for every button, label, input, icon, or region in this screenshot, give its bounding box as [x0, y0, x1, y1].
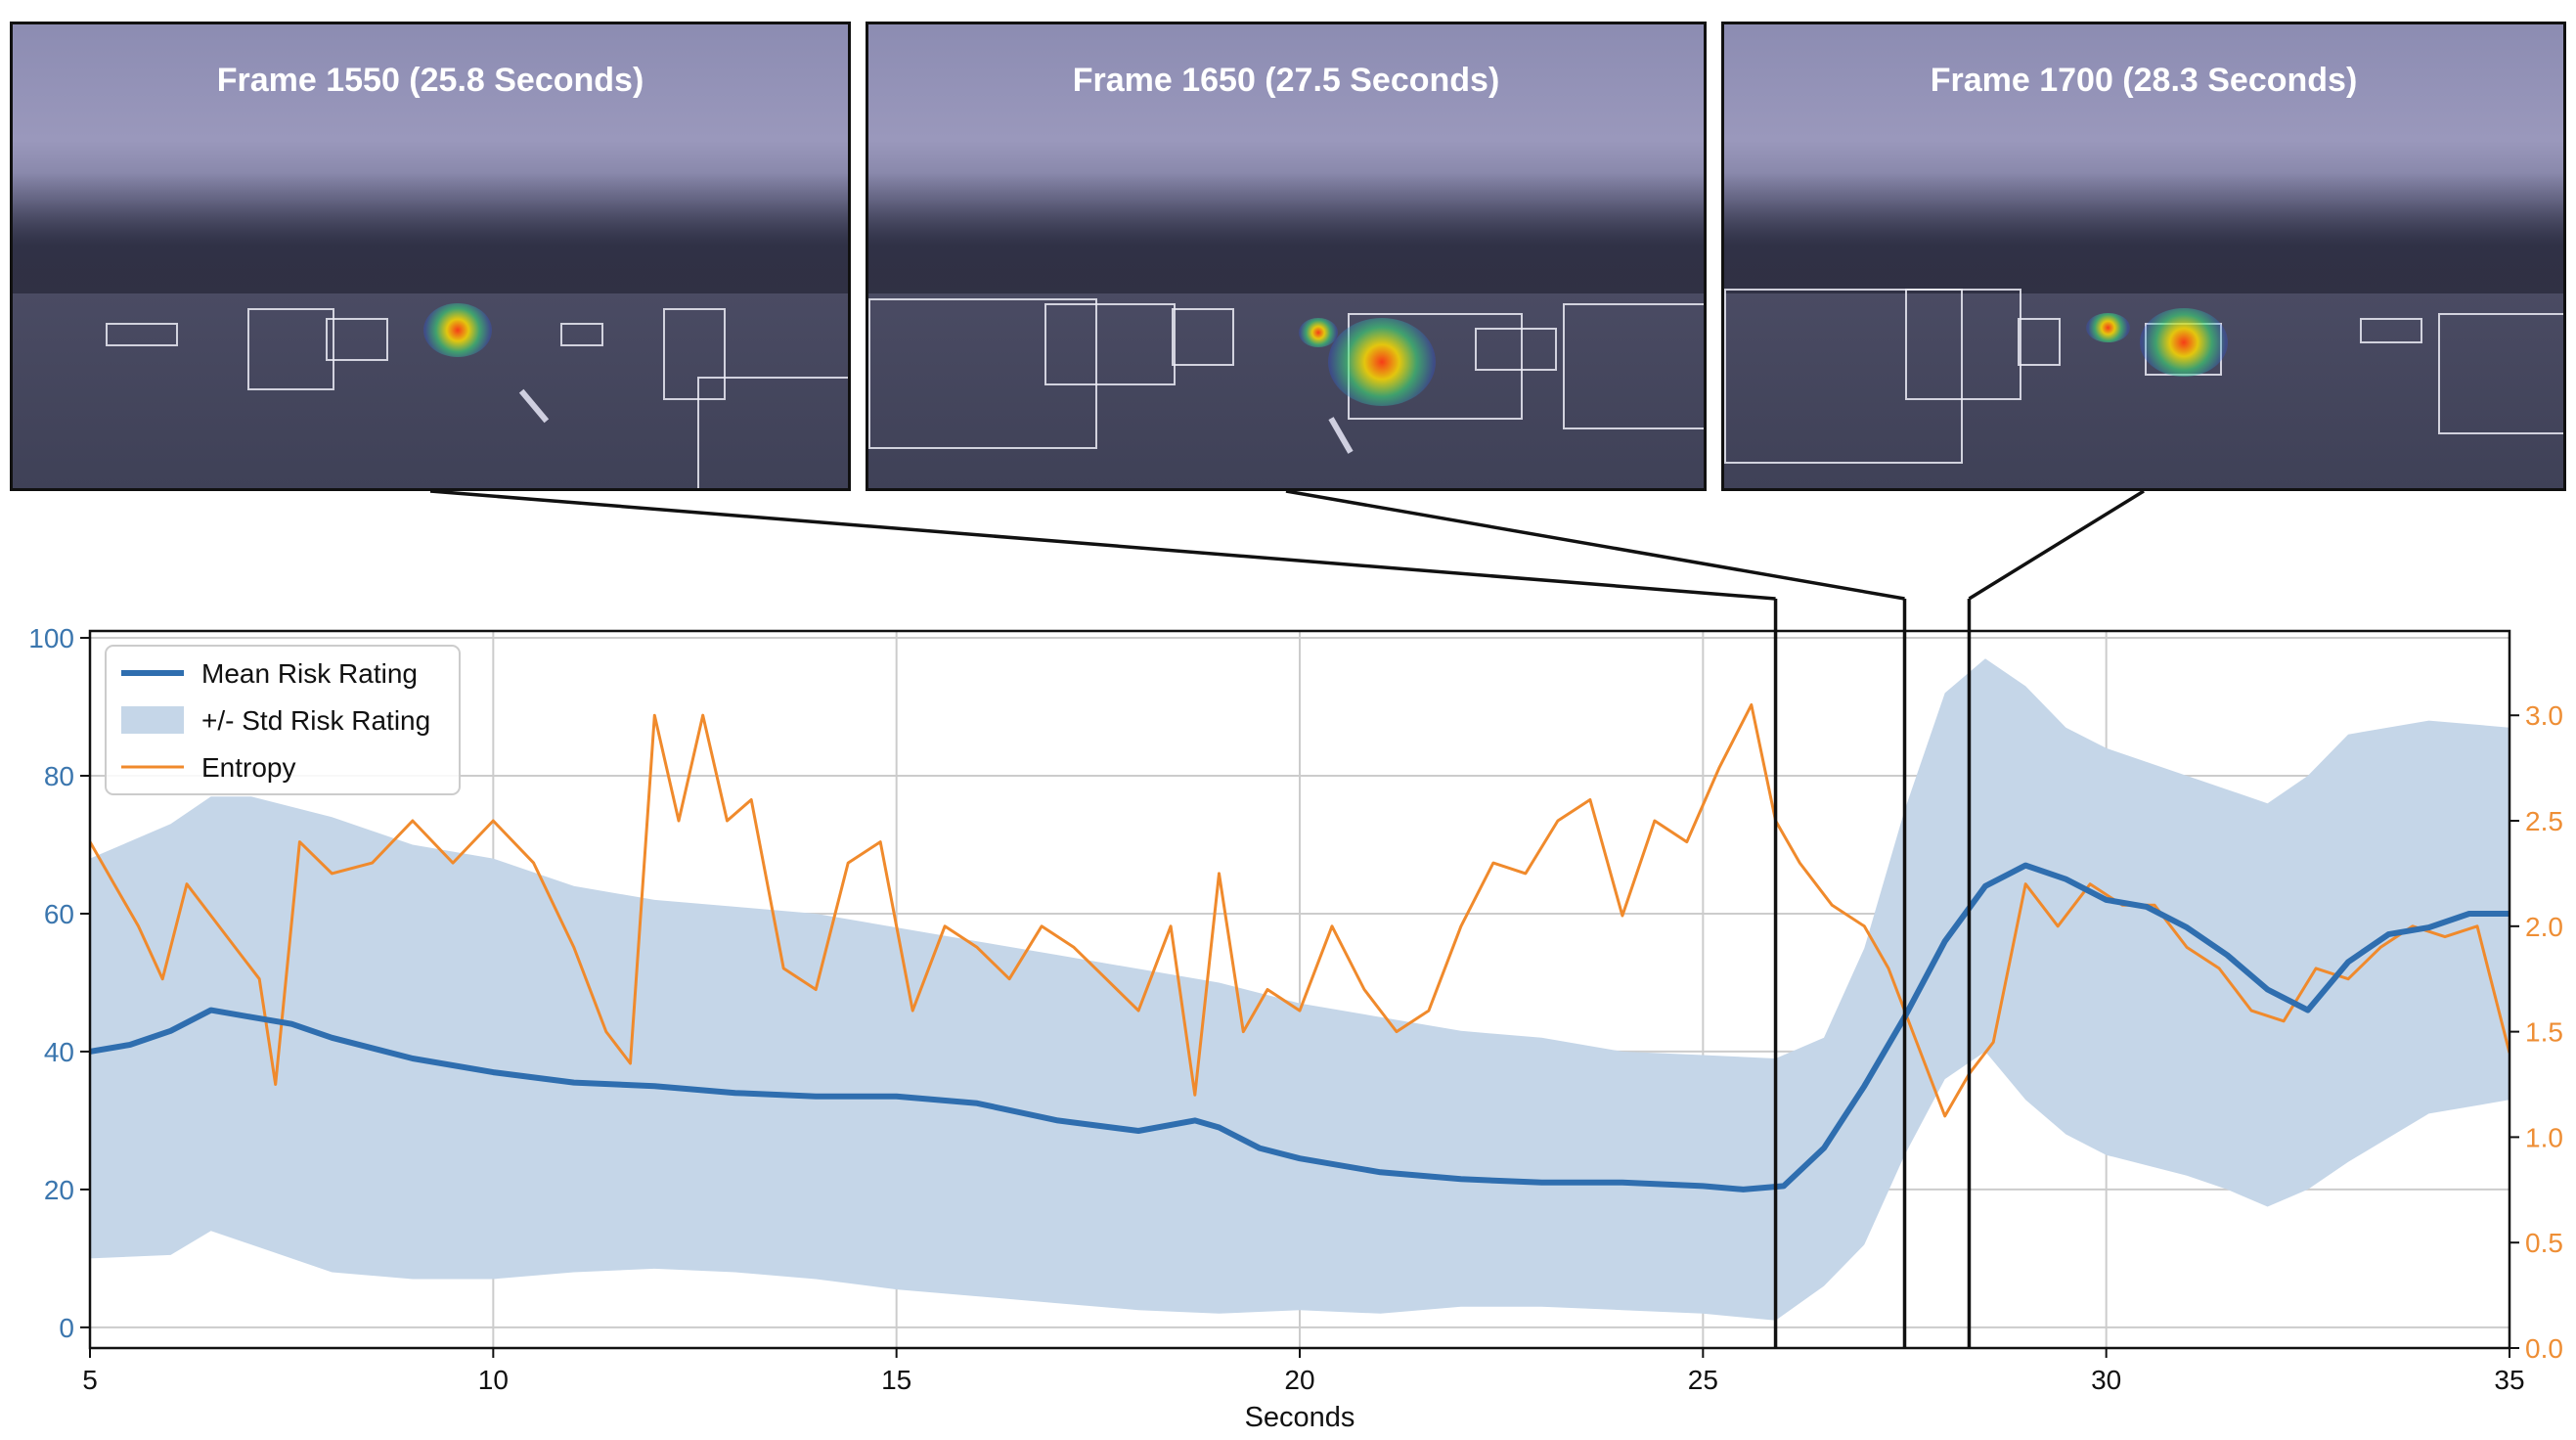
y-left-tick-label: 80 [44, 761, 74, 791]
series-lines-layer [90, 703, 2509, 1192]
attention-heatmap [1299, 318, 1338, 347]
frame-panel-3: Frame 1700 (28.3 Seconds) [1721, 22, 2566, 491]
x-tick-label: 15 [881, 1365, 911, 1395]
frame-connector-line [1285, 489, 1905, 601]
x-tick-label: 5 [82, 1365, 98, 1395]
y-right-tick-label: 1.5 [2525, 1017, 2563, 1048]
x-tick-label: 35 [2494, 1365, 2524, 1395]
y-right-tick-label: 2.5 [2525, 806, 2563, 836]
legend-label-std: +/- Std Risk Rating [201, 705, 430, 736]
frame-title: Frame 1550 (25.8 Seconds) [216, 62, 644, 99]
frame-title: Frame 1700 (28.3 Seconds) [1930, 62, 2358, 99]
y-left-tick-label: 60 [44, 899, 74, 929]
x-tick-label: 30 [2091, 1365, 2121, 1395]
legend-swatch-std [121, 706, 184, 734]
detection-box [1563, 303, 1704, 429]
y-left-tick-label: 0 [59, 1313, 74, 1343]
detection-box [2438, 313, 2563, 434]
mean-risk-line [90, 862, 2509, 1192]
frame-title: Frame 1650 (27.5 Seconds) [1072, 62, 1500, 99]
y-left-tick-label: 100 [28, 623, 74, 653]
x-axis-label: Seconds [1245, 1402, 1355, 1433]
frame-connector-line [429, 489, 1776, 601]
trees-background [13, 172, 848, 293]
detection-box [2018, 318, 2061, 366]
detection-box [2360, 318, 2422, 343]
detection-box [1905, 289, 2021, 400]
legend-label-entropy: Entropy [201, 752, 296, 783]
frame-panel-2: Frame 1650 (27.5 Seconds) [866, 22, 1707, 491]
detection-box [868, 298, 1097, 449]
y-right-tick-label: 0.5 [2525, 1228, 2563, 1258]
detection-box [1475, 328, 1557, 371]
detection-box [697, 377, 848, 488]
frame-marker-lines [429, 489, 2145, 1348]
attention-heatmap [2140, 308, 2228, 377]
detection-box [326, 318, 388, 361]
y-left-tick-label: 20 [44, 1175, 74, 1205]
attention-heatmap [423, 303, 492, 357]
axes: 5 10 15 20 25 30 35 Seconds 0 20 40 60 80 100 0.0 0.5 1.… [28, 623, 2563, 1433]
attention-heatmap [2086, 313, 2130, 342]
legend-box [105, 645, 461, 795]
trees-background [1724, 172, 2563, 293]
x-tick-label: 20 [1284, 1365, 1314, 1395]
detection-box [1172, 308, 1234, 366]
y-left-tick-label: 40 [44, 1037, 74, 1067]
frame-panel-1: Frame 1550 (25.8 Seconds) [10, 22, 851, 491]
x-tick-label: 10 [478, 1365, 509, 1395]
legend: Mean Risk Rating +/- Std Risk Rating Entro… [105, 645, 461, 795]
y-right-tick-label: 2.0 [2525, 912, 2563, 942]
detection-box [560, 323, 603, 346]
entropy-line [90, 703, 2509, 1118]
x-tick-label: 25 [1688, 1365, 1718, 1395]
y-right-tick-label: 0.0 [2525, 1333, 2563, 1364]
frame-connector-line [1968, 489, 2145, 601]
detection-box [247, 308, 334, 390]
y-right-tick-label: 3.0 [2525, 700, 2563, 731]
detection-box [663, 308, 726, 400]
detection-box [1044, 303, 1176, 385]
legend-label-mean: Mean Risk Rating [201, 658, 418, 689]
y-right-tick-label: 1.0 [2525, 1122, 2563, 1152]
attention-heatmap [1328, 318, 1436, 406]
detection-box [1724, 289, 1963, 464]
trees-background [868, 172, 1704, 293]
detection-box [106, 323, 178, 346]
